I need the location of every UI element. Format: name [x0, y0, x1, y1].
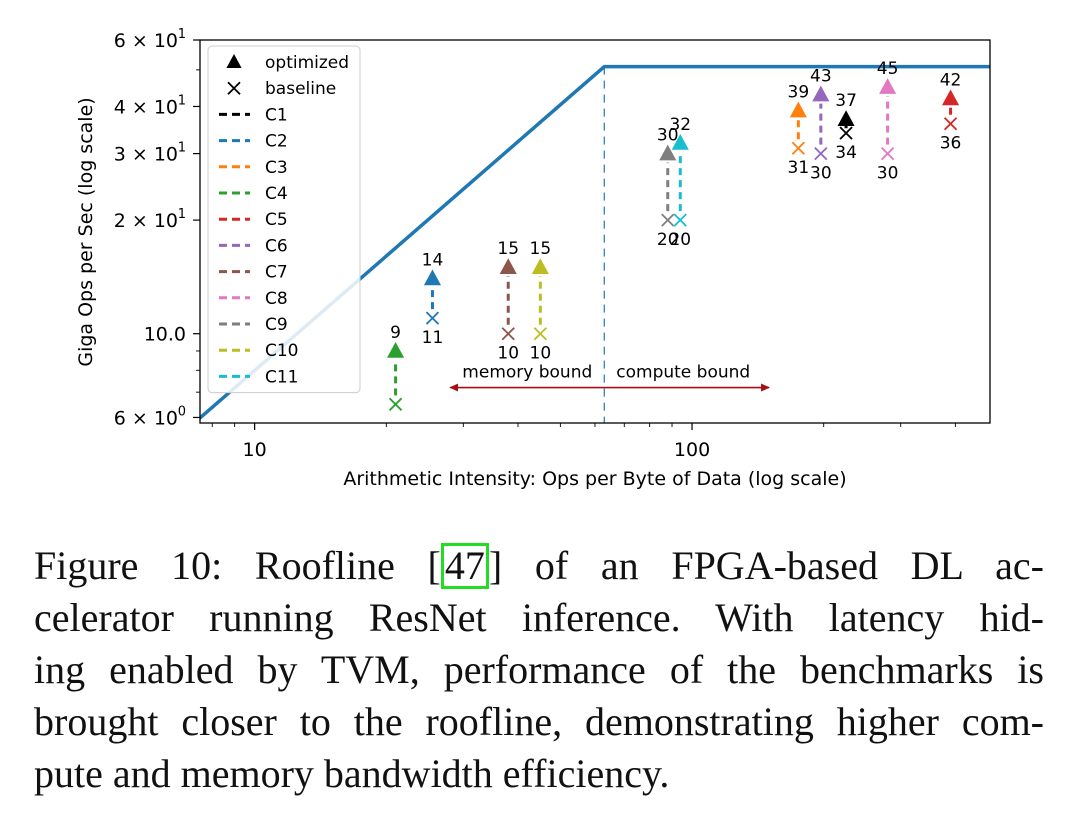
baseline-value-label: 11	[422, 328, 444, 348]
caption-line-1-post: ] of an FPGA-based DL ac-	[488, 543, 1044, 588]
baseline-marker	[791, 141, 805, 155]
baseline-marker	[673, 213, 687, 227]
baseline-marker	[814, 146, 828, 161]
y-tick-label: 4 × 10	[114, 96, 178, 118]
legend-label: C3	[265, 158, 288, 178]
series-c1: 37 34	[835, 91, 857, 163]
series-c2: 14 11	[422, 251, 444, 349]
caption-line-4: brought closer to the roofline, demonstr…	[34, 699, 1044, 744]
y-tick-label: 2 × 10	[114, 210, 178, 232]
baseline-marker	[501, 327, 515, 341]
baseline-marker	[880, 146, 895, 161]
legend-label: C4	[265, 184, 288, 204]
legend-triangle-icon	[226, 54, 242, 68]
baseline-marker	[661, 213, 675, 227]
baseline-value-label: 10	[530, 344, 552, 364]
y-tick-label: 6 × 10	[114, 407, 178, 429]
y-tick-label: 6 × 10	[114, 30, 178, 52]
optimized-value-label: 15	[497, 239, 519, 259]
legend: optimized baseline C1 C2 C3 C4 C5 C6 C7 C8 C9 C10 C1…	[207, 45, 361, 394]
compute-bound-label: compute bound	[616, 363, 750, 383]
series-c5: 42 36	[940, 70, 962, 153]
series-c11: 32 20	[669, 115, 691, 250]
y-tick-label-exponent: 1	[178, 207, 186, 222]
optimized-value-label: 9	[390, 323, 401, 343]
optimized-marker	[671, 134, 689, 150]
baseline-marker	[533, 327, 547, 341]
series-c8: 45 30	[877, 59, 899, 183]
baseline-value-label: 10	[497, 344, 519, 364]
y-tick-label-exponent: 1	[178, 93, 186, 108]
series-c3: 39 31	[788, 83, 810, 179]
y-tick-label-exponent: 1	[178, 141, 186, 156]
legend-x-icon	[227, 81, 241, 95]
roofline-chart: 3734141139319423643301510453030201510322…	[75, 27, 991, 490]
caption-line-1: Figure 10: Roofline [47] of an FPGA-base…	[34, 540, 1044, 592]
legend-label: baseline	[265, 79, 336, 99]
legend-label: C7	[265, 263, 288, 283]
series-c9: 30 20	[657, 126, 679, 250]
figure-caption: Figure 10: Roofline [47] of an FPGA-base…	[34, 540, 1044, 800]
optimized-marker	[789, 101, 807, 118]
legend-label: C6	[265, 236, 288, 256]
y-tick-label-exponent: 1	[178, 27, 186, 42]
optimized-value-label: 39	[788, 83, 810, 103]
optimized-marker	[837, 110, 855, 126]
x-axis-label: Arithmetic Intensity: Ops per Byte of Da…	[343, 468, 846, 490]
optimized-value-label: 30	[657, 126, 679, 146]
optimized-marker	[942, 89, 960, 106]
baseline-value-label: 20	[657, 230, 679, 250]
baseline-marker	[943, 117, 958, 131]
baseline-value-label: 20	[669, 230, 691, 250]
citation-link[interactable]: 47	[440, 543, 489, 589]
baseline-value-label: 36	[940, 134, 962, 154]
optimized-value-label: 45	[877, 59, 899, 79]
baseline-value-label: 34	[835, 143, 857, 163]
series-c4: 9	[387, 323, 405, 411]
caption-line-3: ing enabled by TVM, performance of the b…	[34, 647, 1044, 692]
legend-label: C1	[265, 105, 288, 125]
baseline-value-label: 30	[810, 164, 832, 184]
baseline-marker	[839, 126, 853, 140]
x-tick-label: 10	[243, 439, 267, 461]
optimized-marker	[423, 269, 442, 286]
baseline-value-label: 30	[877, 164, 899, 184]
baseline-marker	[425, 311, 440, 325]
legend-label: C8	[265, 289, 288, 309]
optimized-value-label: 15	[530, 239, 552, 259]
y-tick-label-exponent: 0	[178, 404, 186, 419]
y-axis-label: Giga Ops per Sec (log scale)	[75, 97, 97, 366]
x-tick-label: 100	[674, 439, 710, 461]
optimized-value-label: 32	[669, 115, 691, 135]
optimized-marker	[812, 85, 830, 102]
memory-bound-label: memory bound	[462, 363, 592, 383]
legend-label: C11	[265, 367, 299, 387]
optimized-value-label: 42	[940, 70, 962, 90]
optimized-marker	[531, 258, 549, 274]
caption-line-2: celerator running ResNet inference. With…	[34, 595, 1044, 640]
plot-frame	[199, 39, 991, 424]
legend-label: C2	[265, 132, 288, 152]
series-c6: 43 30	[810, 67, 832, 184]
optimized-value-label: 14	[422, 251, 444, 271]
legend-label: C10	[265, 341, 299, 361]
baseline-marker	[388, 397, 403, 411]
caption-line-1-pre: Figure 10: Roofline [	[34, 543, 441, 588]
caption-line-5: pute and memory bandwidth efficiency.	[34, 751, 670, 796]
y-tick-label: 3 × 10	[114, 144, 178, 166]
optimized-marker	[387, 341, 405, 358]
optimized-value-label: 43	[810, 67, 832, 87]
baseline-value-label: 31	[788, 158, 810, 178]
optimized-marker	[879, 78, 897, 94]
legend-label: C9	[265, 315, 288, 335]
legend-label: optimized	[265, 53, 349, 73]
optimized-marker	[499, 258, 517, 274]
y-tick-label: 10.0	[144, 324, 186, 346]
optimized-value-label: 37	[835, 91, 857, 111]
legend-box	[207, 45, 361, 394]
legend-label: C5	[265, 210, 288, 230]
optimized-marker	[659, 144, 677, 161]
